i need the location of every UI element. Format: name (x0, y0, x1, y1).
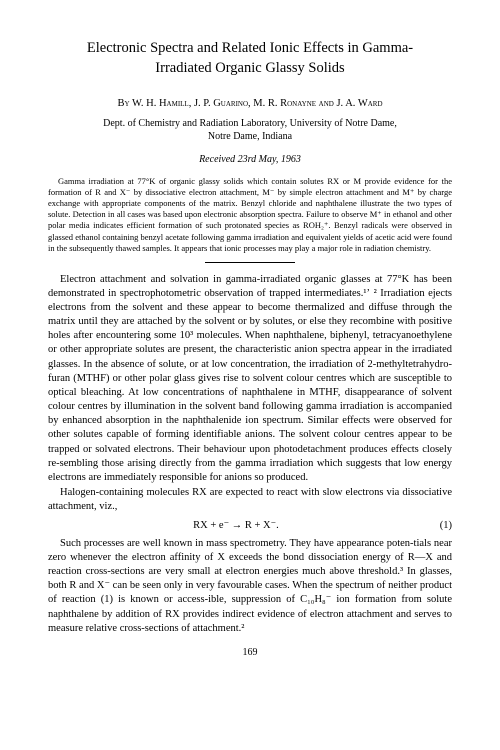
affiliation-line-2: Notre Dame, Indiana (208, 131, 292, 142)
affiliation: Dept. of Chemistry and Radiation Laborat… (48, 117, 452, 143)
abstract: Gamma irradiation at 77°K of organic gla… (48, 176, 452, 253)
body-paragraph-3: Such processes are well known in mass sp… (48, 537, 452, 636)
section-divider (205, 262, 295, 263)
paper-title: Electronic Spectra and Related Ionic Eff… (48, 38, 452, 79)
equation-1-row: RX + e⁻ → R + X⁻. (1) (48, 519, 452, 533)
title-line-1: Electronic Spectra and Related Ionic Eff… (87, 40, 413, 56)
by-prefix: By (117, 98, 132, 109)
received-date: Received 23rd May, 1963 (48, 153, 452, 167)
title-line-2: Irradiated Organic Glassy Solids (155, 60, 344, 76)
body-paragraph-1: Electron attachment and solvation in gam… (48, 273, 452, 486)
authors: W. H. Hamill, J. P. Guarino, M. R. Ronay… (132, 98, 383, 109)
equation-1: RX + e⁻ → R + X⁻. (48, 519, 424, 533)
affiliation-line-1: Dept. of Chemistry and Radiation Laborat… (103, 118, 397, 129)
page-number: 169 (48, 646, 452, 660)
equation-1-number: (1) (424, 519, 452, 533)
byline: By W. H. Hamill, J. P. Guarino, M. R. Ro… (48, 97, 452, 111)
body-paragraph-2: Halogen-containing molecules RX are expe… (48, 486, 452, 514)
